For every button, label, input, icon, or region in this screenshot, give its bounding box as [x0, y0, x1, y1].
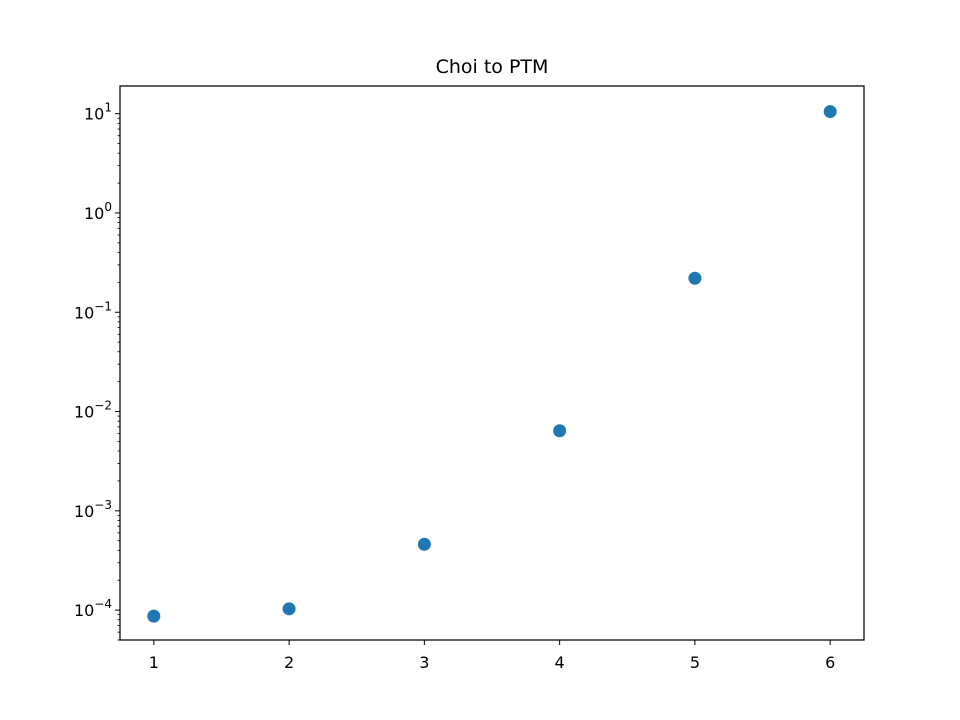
- chart-title: Choi to PTM: [436, 56, 549, 78]
- data-points: [147, 105, 837, 623]
- x-tick-label: 5: [690, 653, 700, 672]
- y-tick-label: 10−2: [74, 399, 112, 422]
- data-point: [282, 602, 296, 616]
- data-point: [553, 424, 567, 438]
- y-tick-label: 101: [84, 101, 112, 124]
- y-tick-label: 10−1: [74, 299, 112, 322]
- data-point: [823, 105, 837, 119]
- x-tick-label: 3: [419, 653, 429, 672]
- x-tick-label: 6: [825, 653, 835, 672]
- x-tick-label: 2: [284, 653, 294, 672]
- data-point: [417, 537, 431, 551]
- plot-frame: [119, 85, 865, 641]
- x-axis: 1 2 3 4 5 6: [149, 640, 835, 672]
- y-axis: 10−4 10−3 10−2 10−1 100 101: [74, 101, 120, 641]
- x-tick-label: 4: [555, 653, 565, 672]
- x-tick-label: 1: [149, 653, 159, 672]
- y-tick-label: 10−4: [74, 597, 112, 620]
- y-tick-label: 100: [84, 200, 112, 223]
- data-point: [688, 271, 702, 285]
- data-point: [147, 609, 161, 623]
- y-tick-label: 10−3: [74, 498, 112, 521]
